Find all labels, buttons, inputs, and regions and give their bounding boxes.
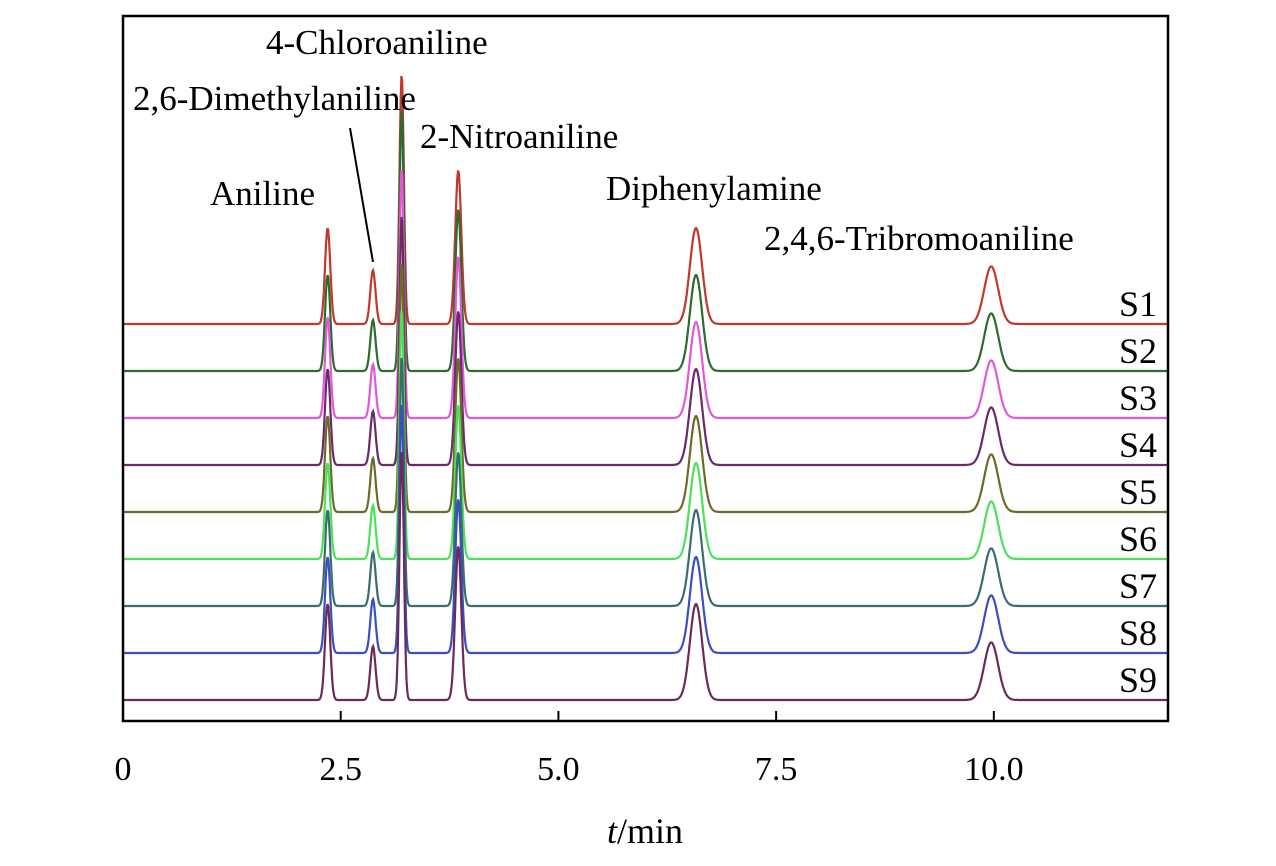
series-line-s1 [123,75,1168,326]
series-label-s8: S8 [1119,613,1157,653]
dimethylaniline-pointer-line [349,127,374,263]
series-labels: S1 S2 S3 S4 S5 S6 S7 S8 S9 [1119,284,1157,700]
series-line-s3 [123,169,1168,420]
x-tick-label-2: 5.0 [537,751,580,788]
series-line-s2 [123,110,1168,373]
series-line-s8 [123,404,1168,655]
plot-frame [121,14,1170,723]
peak-label-diphenylamine: Diphenylamine [606,169,822,208]
peak-label-tribromoaniline: 2,4,6-Tribromoaniline [764,219,1074,258]
x-axis-tick-labels: 0 2.5 5.0 7.5 10.0 [115,751,1024,788]
series-label-s7: S7 [1119,566,1157,606]
series-label-s6: S6 [1119,519,1157,559]
series-line-s7 [123,357,1168,608]
x-tick-label-1: 2.5 [319,751,362,788]
series-line-s9 [123,451,1168,702]
x-tick-label-3: 7.5 [755,751,798,788]
peak-label-nitroaniline: 2-Nitroaniline [420,117,618,156]
series-label-s2: S2 [1119,331,1157,371]
series-label-s3: S3 [1119,378,1157,418]
series-traces [123,75,1168,702]
series-label-s4: S4 [1119,425,1157,465]
series-label-s1: S1 [1119,284,1157,324]
peak-label-chloroaniline: 4-Chloroaniline [266,23,488,62]
x-tick-label-0: 0 [115,751,132,788]
series-line-s4 [123,216,1168,467]
series-label-s9: S9 [1119,660,1157,700]
peak-labels: Aniline 2,6-Dimethylaniline 4-Chloroanil… [133,23,1074,263]
series-line-s6 [123,310,1168,561]
x-axis-title: t/min [607,811,683,851]
x-tick-label-4: 10.0 [964,751,1024,788]
x-axis-ticks [122,711,995,721]
series-line-s5 [123,263,1168,514]
series-label-s5: S5 [1119,472,1157,512]
peak-label-dimethylaniline: 2,6-Dimethylaniline [133,79,416,118]
peak-label-aniline: Aniline [210,174,315,213]
